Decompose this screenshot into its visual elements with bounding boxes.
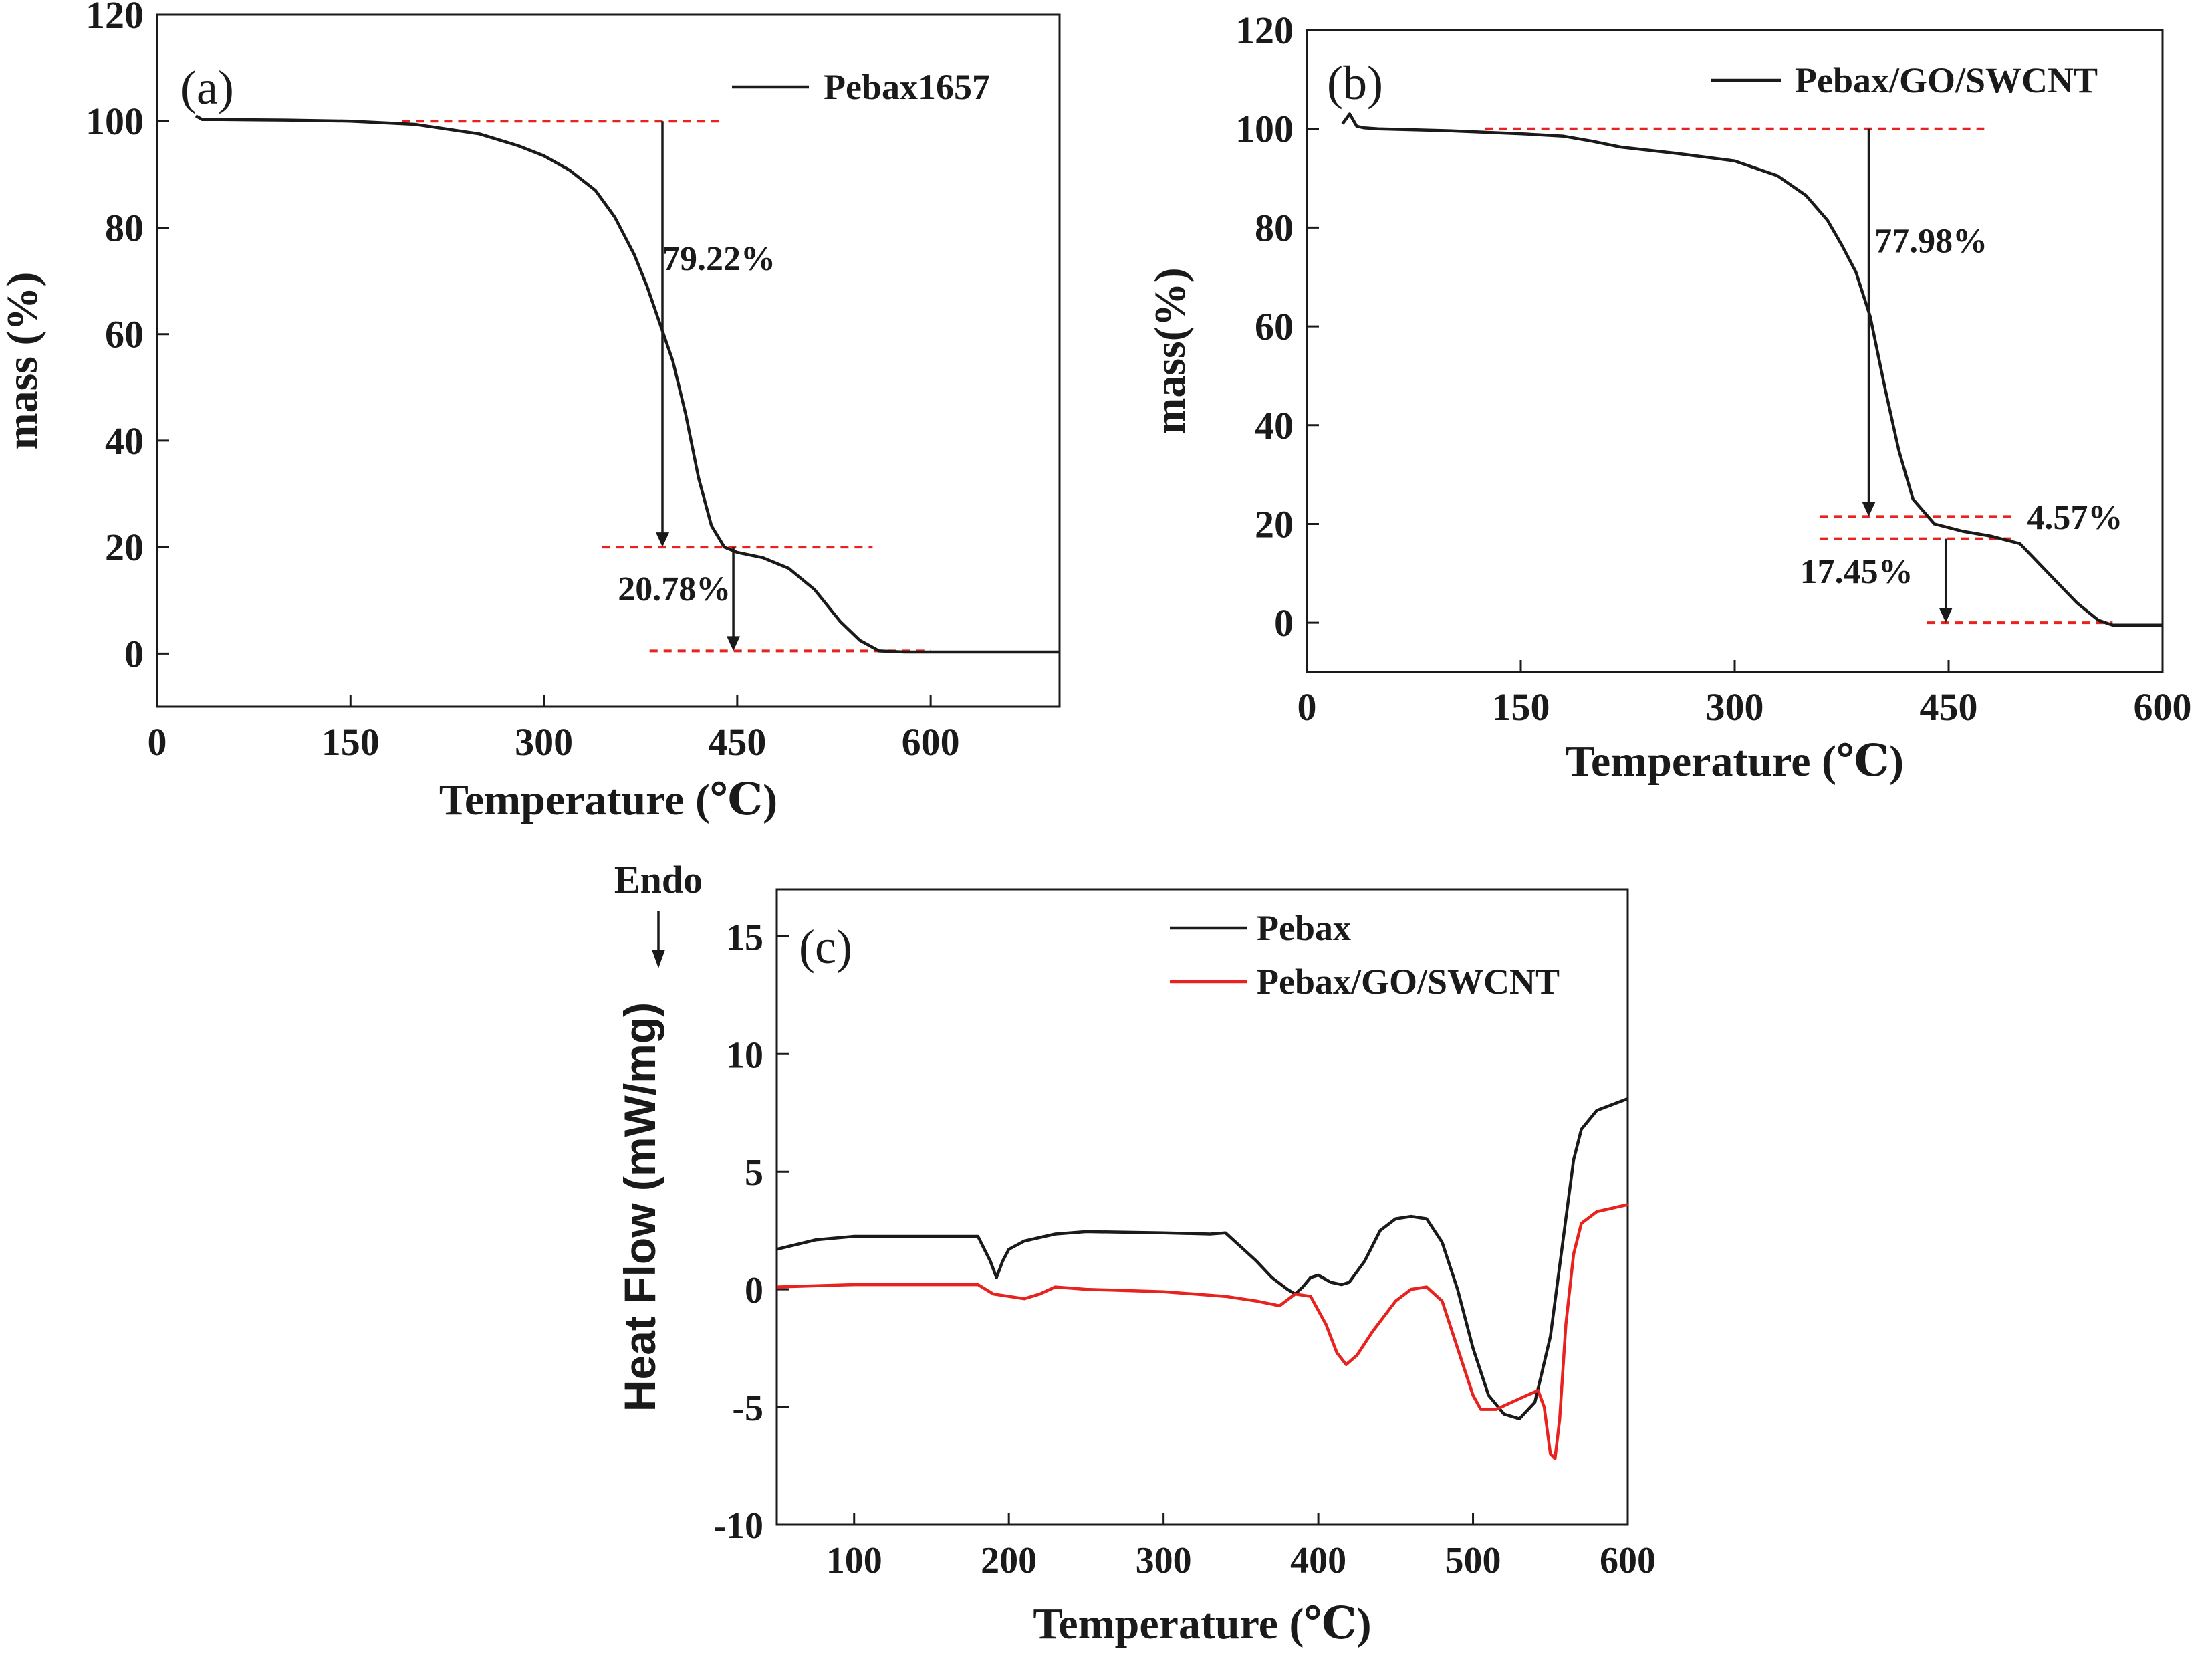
x-tick-label: 450 <box>708 720 766 764</box>
x-tick-label: 150 <box>1492 685 1550 729</box>
annotation-text: 79.22% <box>662 240 775 278</box>
x-tick-label: 500 <box>1445 1540 1501 1581</box>
plot-frame <box>1306 29 2164 673</box>
y-tick-label: 15 <box>726 917 763 958</box>
annotation-arrowhead <box>1939 608 1953 623</box>
x-axis-label: Temperature (℃) <box>1566 737 1904 786</box>
legend-label: Pebax/GO/SWCNT <box>1795 60 2098 100</box>
x-tick-label: 600 <box>1600 1540 1656 1581</box>
y-axis-label: mass (%) <box>0 272 47 450</box>
y-tick-label: 0 <box>1274 601 1294 645</box>
y-axis-label: mass(%) <box>1146 267 1195 434</box>
plot-frame <box>775 888 1629 1526</box>
plot-frame <box>156 13 1061 708</box>
panel-label: (b) <box>1327 56 1383 110</box>
y-tick-label: 120 <box>1235 9 1294 52</box>
annotation-text: 20.78% <box>618 570 731 608</box>
y-tick-label: 40 <box>105 419 144 463</box>
y-tick-label: 80 <box>105 206 144 249</box>
x-tick-label: 200 <box>981 1540 1037 1581</box>
x-axis-label: Temperature (℃) <box>439 776 777 824</box>
chart-c: 100 200 300 400 500 600 -10 -5 0 5 10 15 Temperature… <box>614 858 1656 1648</box>
annotation-text: 4.57% <box>2027 499 2122 537</box>
legend-label: Pebax <box>1257 908 1351 948</box>
legend-label: Pebax1657 <box>824 67 990 107</box>
x-tick-label: 600 <box>902 720 960 764</box>
panel-label: (c) <box>799 920 852 974</box>
y-tick-label: 20 <box>105 526 144 569</box>
series-line-pebax-go-swcnt <box>776 1203 1628 1460</box>
x-tick-label: 150 <box>322 720 380 764</box>
x-tick-label: 0 <box>1298 685 1317 729</box>
series-line-pebax <box>776 1097 1628 1420</box>
y-tick-label: -5 <box>732 1388 763 1429</box>
y-tick-label: 60 <box>1255 305 1294 348</box>
annotation-arrowhead <box>727 636 741 651</box>
y-tick-label: 60 <box>105 313 144 356</box>
x-tick-label: 100 <box>826 1540 882 1581</box>
x-tick-label: 300 <box>515 720 573 764</box>
x-tick-label: 0 <box>148 720 167 764</box>
y-axis-label: Heat Flow (mW/mg) <box>615 1002 664 1412</box>
chart-a: 0 150 300 450 600 0 20 40 60 80 100 120 Temperature … <box>0 0 1061 824</box>
panel-label: (a) <box>180 61 234 114</box>
y-tick-label: 80 <box>1255 206 1294 249</box>
y-tick-label: 0 <box>745 1270 763 1311</box>
endo-label: Endo <box>614 858 703 901</box>
chart-b: 0 150 300 450 600 0 20 40 60 80 100 120 Temperature … <box>1146 9 2192 786</box>
series-line-pebax1657 <box>195 114 1060 654</box>
y-tick-label: 100 <box>1235 108 1294 151</box>
annotation-text: 17.45% <box>1800 553 1913 591</box>
y-tick-label: 0 <box>124 632 144 675</box>
y-tick-label: 100 <box>86 100 144 143</box>
annotation-arrowhead <box>656 532 669 548</box>
endo-arrowhead <box>652 950 665 968</box>
x-axis-label: Temperature (℃) <box>1033 1599 1371 1648</box>
annotation-arrowhead <box>1862 502 1876 517</box>
x-tick-label: 600 <box>2134 685 2192 729</box>
x-tick-label: 450 <box>1920 685 1978 729</box>
x-tick-label: 300 <box>1136 1540 1192 1581</box>
x-tick-label: 300 <box>1706 685 1764 729</box>
y-tick-label: -10 <box>713 1505 763 1547</box>
y-tick-label: 5 <box>745 1152 763 1194</box>
y-tick-label: 120 <box>86 0 144 37</box>
annotation-text: 77.98% <box>1874 222 1987 260</box>
y-tick-label: 40 <box>1255 404 1294 447</box>
y-tick-label: 20 <box>1255 502 1294 546</box>
y-tick-label: 10 <box>726 1034 763 1076</box>
series-line-pebax-go-swcnt <box>1341 112 2163 627</box>
legend-label: Pebax/GO/SWCNT <box>1257 962 1560 1002</box>
x-tick-label: 400 <box>1290 1540 1346 1581</box>
